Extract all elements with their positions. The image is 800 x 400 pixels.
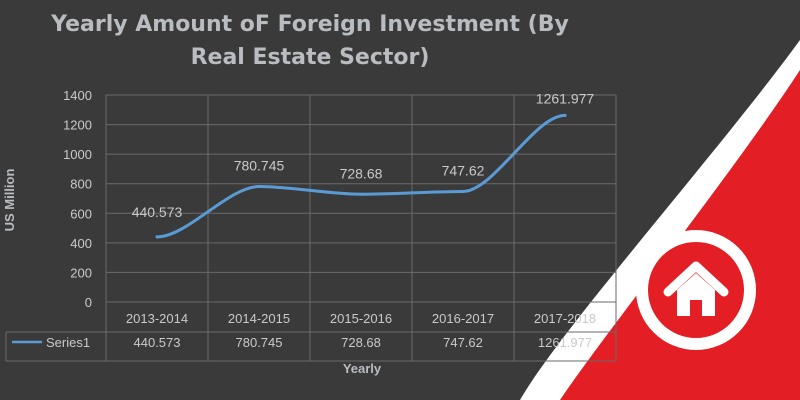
table-value: 440.573 (134, 335, 181, 350)
y-tick-label: 400 (70, 236, 92, 251)
data-labels: 440.573 780.745 728.68 747.62 1261.977 (132, 90, 595, 219)
y-tick-label: 800 (70, 177, 92, 192)
y-tick-label: 600 (70, 206, 92, 221)
x-tick-label: 2014-2015 (228, 311, 290, 326)
series-layer (155, 113, 567, 239)
x-tick-label: 2015-2016 (330, 311, 392, 326)
data-point (257, 185, 261, 189)
data-label: 1261.977 (536, 90, 595, 106)
table-value: 728.68 (341, 335, 381, 350)
y-tick-label: 200 (70, 265, 92, 280)
data-label: 780.745 (234, 158, 285, 174)
home-icon (648, 242, 744, 338)
data-label: 440.573 (132, 204, 183, 220)
table-value: 1261.977 (538, 335, 592, 350)
chart-title: Yearly Amount oF Foreign Investment (By … (51, 12, 569, 70)
y-axis-ticks: 0 200 400 600 800 1000 1200 1400 (63, 88, 92, 310)
data-point (155, 235, 159, 239)
y-tick-label: 1400 (63, 88, 92, 103)
y-tick-label: 1000 (63, 147, 92, 162)
y-tick-label: 1200 (63, 118, 92, 133)
y-tick-label: 0 (85, 295, 92, 310)
legend-label: Series1 (46, 335, 90, 350)
x-tick-label: 2016-2017 (432, 311, 494, 326)
x-tick-label: 2013-2014 (126, 311, 188, 326)
data-point (359, 192, 363, 196)
x-tick-label: 2017-2018 (534, 311, 596, 326)
data-point (563, 113, 567, 117)
table-value: 780.745 (236, 335, 283, 350)
data-point (461, 189, 465, 193)
data-label: 728.68 (340, 165, 383, 181)
table-value: 747.62 (443, 335, 483, 350)
data-table: 2013-2014 2014-2015 2015-2016 2016-2017 2017… (5, 301, 616, 362)
home-badge[interactable] (636, 230, 756, 350)
data-label: 747.62 (442, 162, 485, 178)
x-axis-label: Yearly (343, 361, 382, 376)
y-axis-label: US Million (2, 169, 17, 232)
